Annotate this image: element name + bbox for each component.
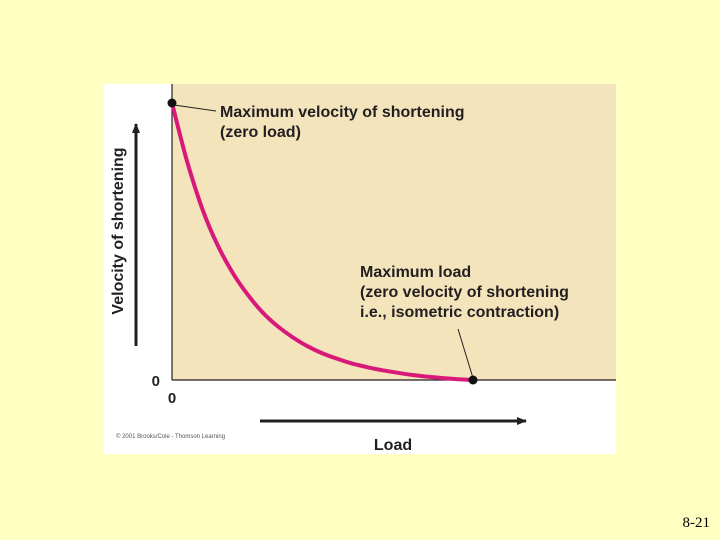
plot-area bbox=[172, 84, 616, 380]
annotation-max-velocity-line-2: (zero load) bbox=[220, 124, 301, 141]
leader-line-max-velocity bbox=[173, 104, 217, 112]
figure-panel: Maximum velocity of shortening (zero loa… bbox=[104, 84, 616, 454]
point-max-load bbox=[468, 375, 478, 385]
leader-line-max-load bbox=[457, 328, 474, 379]
velocity-load-chart: Maximum velocity of shortening (zero loa… bbox=[110, 84, 616, 454]
annotation-max-load-line-1: Maximum load bbox=[360, 264, 471, 281]
annotation-max-load-line-3: i.e., isometric contraction) bbox=[360, 304, 559, 321]
series-line-0 bbox=[170, 101, 475, 382]
y-axis-label: Velocity of shortening bbox=[110, 147, 127, 314]
annotation-max-load-line-2: (zero velocity of shortening bbox=[360, 284, 569, 301]
slide-number: 8-21 bbox=[682, 515, 711, 531]
points-layer bbox=[167, 98, 478, 385]
copyright-notice: © 2001 Brooks/Cole - Thomson Learning bbox=[116, 433, 225, 440]
point-max-velocity bbox=[167, 98, 177, 108]
annotation-max-velocity-line-1: Maximum velocity of shortening bbox=[220, 104, 464, 121]
x-tick-label-0: 0 bbox=[168, 390, 176, 407]
y-tick-label-0: 0 bbox=[152, 373, 160, 390]
series-layer bbox=[170, 101, 475, 382]
x-axis-label: Load bbox=[374, 437, 412, 454]
